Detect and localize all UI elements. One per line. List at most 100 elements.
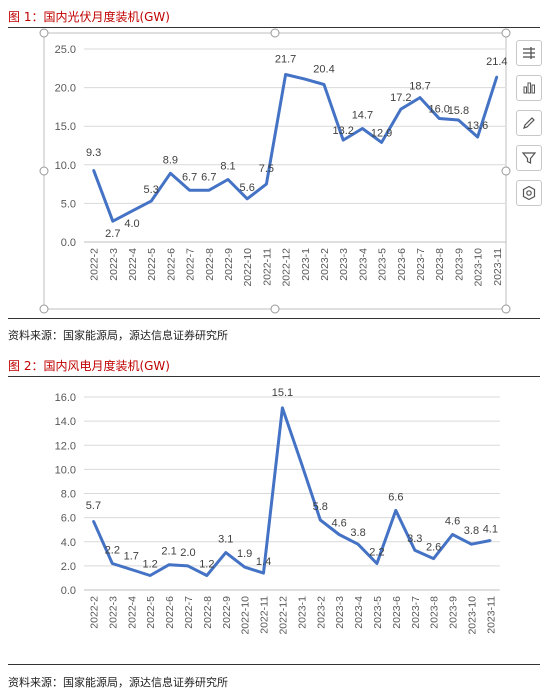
x-tick-label: 2023-7 <box>415 248 427 281</box>
data-label: 3.1 <box>218 534 233 546</box>
chart-settings-button[interactable] <box>516 180 542 206</box>
x-tick-label: 2023-10 <box>466 596 478 635</box>
data-point <box>284 73 287 76</box>
x-tick-label: 2022-2 <box>89 248 101 281</box>
data-point <box>130 568 133 571</box>
solar-chart[interactable]: 0.0 5.0 10.0 15.0 20.0 25.0 2022-2 2022-3 2022-… <box>0 0 550 320</box>
x-tick-label: 2022-2 <box>88 596 100 629</box>
data-point <box>380 141 383 144</box>
data-label: 4.0 <box>124 218 139 230</box>
data-label: 20.4 <box>313 64 334 76</box>
data-label: 7.5 <box>259 163 274 175</box>
data-point <box>300 462 303 465</box>
data-label: 6.7 <box>182 171 197 183</box>
x-tick-label: 2023-8 <box>429 596 441 629</box>
figure-2-top-rule <box>8 376 540 377</box>
figure-2-title: 图 2：国内风电月度装机(GW) <box>8 359 170 373</box>
x-tick-label: 2023-6 <box>391 596 403 629</box>
y-tick-label: 14.0 <box>55 416 76 428</box>
data-point <box>226 178 230 181</box>
data-point <box>495 75 498 78</box>
data-point <box>111 219 115 223</box>
data-label: 13.2 <box>332 125 353 137</box>
x-tick-label: 2022-11 <box>259 596 271 634</box>
x-tick-label: 2023-3 <box>338 248 350 281</box>
data-label: 21.7 <box>275 53 296 65</box>
data-point <box>361 127 364 130</box>
data-label: 15.1 <box>272 387 293 399</box>
chart-styles-icon <box>523 82 535 94</box>
x-tick-label: 2022-5 <box>146 248 158 281</box>
data-point <box>356 542 360 546</box>
x-tick-label: 2022-11 <box>261 248 273 286</box>
chart-side-toolbar <box>516 40 542 215</box>
data-label: 2.2 <box>369 546 384 558</box>
pen-icon <box>523 117 535 129</box>
data-label: 5.3 <box>144 184 159 196</box>
x-tick-label: 2023-1 <box>296 596 308 629</box>
data-label: 3.3 <box>407 533 422 545</box>
data-point <box>457 118 460 122</box>
data-point <box>432 557 435 560</box>
data-label: 5.6 <box>240 182 255 194</box>
data-label: 1.7 <box>124 550 139 562</box>
wind-series-line <box>92 406 491 577</box>
x-tick-label: 2023-9 <box>453 248 465 281</box>
data-label: 4.6 <box>332 518 347 530</box>
data-point <box>205 574 209 577</box>
x-tick-label: 2023-8 <box>434 248 446 281</box>
x-tick-label: 2023-3 <box>334 596 346 629</box>
y-tick-label: 10.0 <box>55 464 76 476</box>
data-point <box>413 548 416 552</box>
y-tick-label: 0.0 <box>61 585 76 597</box>
y-tick-label: 12.0 <box>55 440 76 452</box>
data-label: 5.8 <box>313 501 328 513</box>
y-tick-label: 2.0 <box>61 561 76 573</box>
x-tick-label: 2022-3 <box>108 248 120 281</box>
data-point <box>130 209 134 213</box>
chart-elements-button[interactable] <box>516 40 542 66</box>
x-tick-label: 2023-6 <box>396 248 408 281</box>
x-tick-label: 2022-9 <box>223 248 235 281</box>
chart-styles-button[interactable] <box>516 75 542 101</box>
x-tick-label: 2022-6 <box>164 596 176 629</box>
y-tick-label: 20.0 <box>55 83 76 95</box>
data-point <box>375 562 379 565</box>
y-tick-label: 8.0 <box>61 489 76 501</box>
x-tick-label: 2022-4 <box>126 596 138 629</box>
data-label: 2.7 <box>105 228 120 240</box>
data-point <box>262 571 265 575</box>
data-label: 16.0 <box>428 103 449 115</box>
data-point <box>111 562 114 565</box>
data-label: 21.4 <box>486 56 507 68</box>
figure-1-source: 资料来源：国家能源局，源达信息证券研究所 <box>8 329 228 342</box>
chart-format-button[interactable] <box>516 110 542 136</box>
y-tick-label: 10.0 <box>55 160 76 172</box>
resize-handle <box>501 166 511 176</box>
data-point <box>438 117 441 120</box>
x-tick-label: 2023-2 <box>319 248 331 281</box>
resize-handle <box>39 304 49 314</box>
data-point <box>451 533 454 536</box>
data-point <box>207 189 210 192</box>
data-point <box>167 563 171 566</box>
data-point <box>188 189 191 192</box>
chart-filter-button[interactable] <box>516 145 542 171</box>
data-point <box>303 77 306 81</box>
x-tick-label: 2023-4 <box>353 596 365 629</box>
figure-1-top-rule <box>8 27 540 28</box>
x-tick-label: 2023-2 <box>315 596 327 629</box>
data-label: 2.0 <box>180 547 195 559</box>
x-tick-label: 2022-3 <box>107 596 119 629</box>
x-tick-label: 2022-5 <box>145 596 157 629</box>
data-point <box>489 539 492 542</box>
data-label: 6.6 <box>388 491 403 503</box>
data-point <box>148 574 152 577</box>
data-point <box>319 518 322 522</box>
figure-2-bottom-rule <box>8 664 540 665</box>
data-point <box>399 108 402 111</box>
x-tick-label: 2022-7 <box>183 596 195 629</box>
x-tick-label: 2022-12 <box>281 248 293 287</box>
data-label: 6.7 <box>201 171 216 183</box>
